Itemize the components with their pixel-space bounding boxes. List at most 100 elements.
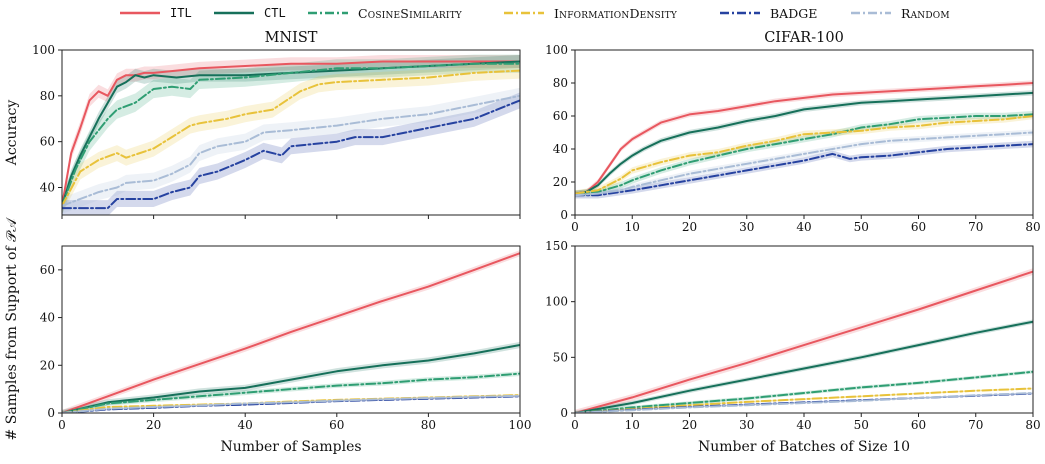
x-tick-label: 10 xyxy=(625,418,640,432)
plot-frame xyxy=(61,245,521,414)
chart-title: MNIST xyxy=(265,30,318,46)
x-tick-label: 80 xyxy=(421,418,436,432)
legend-label: BADGE xyxy=(770,5,818,21)
series-band-badge xyxy=(62,92,520,215)
chart-panel-cifar-100: 0 10 20 30 40 50 60 70 80 0 20 40 60 80 100 CIFAR-100 xyxy=(545,30,1041,234)
x-tick-label: 60 xyxy=(911,418,926,432)
x-tick-label: 40 xyxy=(238,418,253,432)
series-line-informationdensity xyxy=(575,115,1033,195)
legend-item-random: Random xyxy=(849,4,950,22)
legend-swatch xyxy=(720,11,760,15)
series-band-cosinesimilarity xyxy=(575,111,1033,197)
series-band-cosinesimilarity xyxy=(62,54,520,215)
legend-item-informationdensity: InformationDensity xyxy=(502,4,677,22)
x-axis-label: Number of Samples xyxy=(220,439,361,455)
y-tick-label: 0 xyxy=(560,208,568,222)
x-tick-label: 50 xyxy=(854,418,869,432)
y-tick-label: 60 xyxy=(553,109,568,123)
series-line-random xyxy=(62,394,520,413)
x-tick-label: 30 xyxy=(739,220,754,234)
series-line-ctl xyxy=(575,320,1033,413)
legend-swatch xyxy=(504,11,544,15)
chart-panel-bottom-3: 0 10 20 30 40 50 60 70 80 0 50 100 150 Number of Batc… xyxy=(545,239,1041,455)
series-line-cosinesimilarity xyxy=(575,113,1033,195)
series-band-random xyxy=(62,87,520,214)
series-line-random xyxy=(575,392,1033,413)
legend-swatch xyxy=(120,11,160,15)
y-tick-label: 100 xyxy=(32,43,55,57)
x-tick-label: 70 xyxy=(968,418,983,432)
series-band-ctl xyxy=(575,90,1033,197)
x-tick-label: 0 xyxy=(571,418,579,432)
legend-item-itl: ITL xyxy=(118,4,192,22)
chart-legend: ITL CTL CosineSimilarity InformationDensity… xyxy=(0,4,1045,24)
x-tick-label: 0 xyxy=(58,418,66,432)
y-tick-label: 20 xyxy=(40,358,55,372)
series-line-itl xyxy=(62,60,520,207)
series-line-itl xyxy=(62,252,520,413)
legend-swatch xyxy=(214,11,254,15)
legend-swatch xyxy=(308,11,348,15)
series-band-itl xyxy=(575,268,1033,413)
legend-label: CosineSimilarity xyxy=(358,5,462,21)
series-band-informationdensity xyxy=(62,62,520,214)
y-tick-label: 60 xyxy=(40,263,55,277)
x-tick-label: 20 xyxy=(146,418,161,432)
y-tick-label: 0 xyxy=(47,406,55,420)
x-tick-label: 40 xyxy=(796,220,811,234)
chart-title: CIFAR-100 xyxy=(764,30,844,46)
y-tick-label: 0 xyxy=(560,406,568,420)
x-tick-label: 20 xyxy=(682,220,697,234)
x-tick-label: 0 xyxy=(571,220,579,234)
series-line-informationdensity xyxy=(62,69,520,207)
x-tick-label: 50 xyxy=(854,220,869,234)
legend-item-ctl: CTL xyxy=(212,4,286,22)
series-line-itl xyxy=(575,270,1033,413)
series-band-badge xyxy=(575,140,1033,199)
chart-panel-bottom-2: 0 20 40 60 80 100 0 20 40 60 Number of Samples # Sa… xyxy=(4,217,531,455)
x-tick-label: 60 xyxy=(329,418,344,432)
x-tick-label: 80 xyxy=(1025,220,1040,234)
x-tick-label: 30 xyxy=(739,418,754,432)
series-line-ctl xyxy=(575,91,1033,195)
y-tick-label: 100 xyxy=(545,43,568,57)
legend-item-badge: BADGE xyxy=(718,4,817,22)
y-tick-label: 40 xyxy=(40,181,55,195)
series-line-cosinesimilarity xyxy=(575,370,1033,413)
series-line-itl xyxy=(575,82,1033,195)
legend-label: InformationDensity xyxy=(554,5,677,21)
legend-label: Random xyxy=(901,5,950,21)
y-tick-label: 60 xyxy=(40,135,55,149)
plot-frame xyxy=(61,49,521,216)
legend-label: ITL xyxy=(170,6,192,20)
legend-swatch xyxy=(851,11,891,15)
x-tick-label: 100 xyxy=(509,418,532,432)
y-tick-label: 80 xyxy=(40,89,55,103)
series-line-badge xyxy=(575,143,1033,197)
series-band-ctl xyxy=(575,319,1033,413)
x-tick-label: 20 xyxy=(682,418,697,432)
y-tick-label: 50 xyxy=(553,350,568,364)
chart-panel-mnist: 40 60 80 100 MNIST Accuracy xyxy=(4,30,521,219)
x-tick-label: 40 xyxy=(796,418,811,432)
y-tick-label: 100 xyxy=(545,295,568,309)
series-line-random xyxy=(575,131,1033,197)
x-tick-label: 80 xyxy=(1025,418,1040,432)
y-tick-label: 150 xyxy=(545,239,568,253)
legend-label: CTL xyxy=(264,6,286,20)
x-tick-label: 10 xyxy=(625,220,640,234)
series-line-cosinesimilarity xyxy=(62,62,520,207)
legend-item-cosinesimilarity: CosineSimilarity xyxy=(306,4,462,22)
x-axis-label: Number of Batches of Size 10 xyxy=(698,439,910,455)
series-line-ctl xyxy=(62,344,520,413)
y-tick-label: 20 xyxy=(553,175,568,189)
x-tick-label: 70 xyxy=(968,220,983,234)
y-tick-label: 40 xyxy=(553,142,568,156)
series-line-cosinesimilarity xyxy=(62,372,520,413)
x-tick-label: 60 xyxy=(911,220,926,234)
series-line-random xyxy=(62,94,520,207)
y-axis-label: # Samples from Support of 𝒫𝒜 xyxy=(4,217,20,441)
plot-frame xyxy=(574,245,1034,414)
series-line-badge xyxy=(62,99,520,210)
